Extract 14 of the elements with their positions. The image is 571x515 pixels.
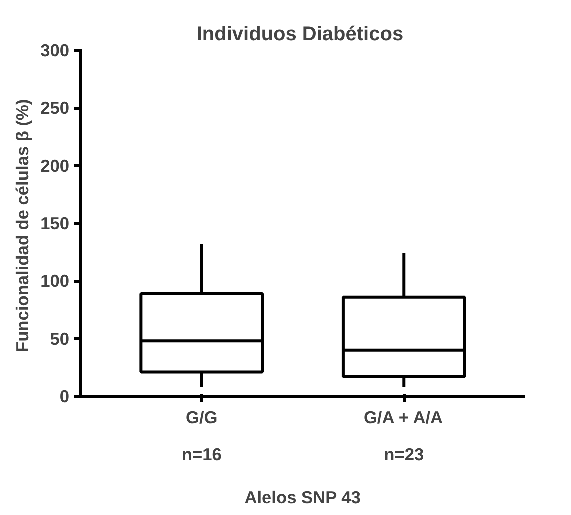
text: n=16	[182, 444, 222, 464]
y-tick-label: 0	[60, 386, 70, 406]
text: n=23	[384, 444, 424, 464]
y-tick-label: 100	[40, 271, 70, 292]
y-tick-label: 50	[50, 328, 70, 349]
x-tick-label: G/A + A/A	[364, 408, 444, 428]
y-tick-label: 150	[40, 214, 70, 234]
chart-title: Individuos Diabéticos	[196, 24, 404, 46]
y-axis-title: Funcionalidad de células β (%)	[12, 99, 33, 353]
y-tick-label: 250	[40, 98, 70, 118]
y-tick-label: 200	[40, 156, 70, 176]
x-axis-title: Alelos SNP 43	[244, 488, 362, 508]
y-tick-label: 300	[40, 40, 70, 60]
x-tick-label: G/G	[186, 408, 218, 428]
